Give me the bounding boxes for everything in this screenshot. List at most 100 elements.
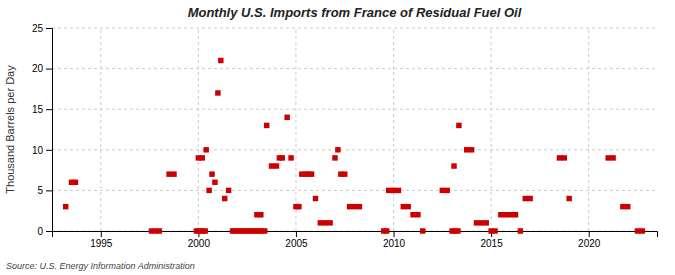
point [405,204,410,209]
point [309,171,314,176]
point [415,212,420,217]
point [444,188,449,193]
point [264,123,269,128]
point [318,220,323,225]
tick-label: 10 [32,145,44,156]
tick-label: 2010 [383,238,406,249]
tick-mark [46,190,52,191]
x-axis: 199520002005201020152020 [53,231,658,249]
point [222,196,227,201]
grid-line-y [52,109,657,110]
point [557,155,562,160]
tick: 20 [32,63,52,74]
point [391,188,396,193]
point [313,196,318,201]
tick-mark [296,231,297,237]
point [420,228,425,233]
point [625,204,630,209]
point [610,155,615,160]
point [455,228,460,233]
point [352,204,357,209]
tick-label: 25 [32,23,44,34]
point [226,188,231,193]
point [523,196,528,201]
point [258,212,263,217]
tick-mark [46,69,52,70]
point [498,212,503,217]
point [73,180,78,185]
point [620,204,625,209]
point [513,212,518,217]
grid [52,28,657,231]
axis-line [53,232,658,238]
y-axis-label: Thousand Barrels per Day [4,65,16,194]
grid-line-y [52,68,657,69]
point [212,180,217,185]
annotation: Source: U.S. Energy Information Administ… [6,261,195,271]
tick-label: 5 [37,185,43,196]
point [635,228,640,233]
grid-line-x [295,28,296,231]
axis-line [46,29,53,232]
point [562,155,567,160]
tick-label: 2020 [578,238,601,249]
tick-mark [46,150,52,151]
point [396,188,401,193]
point [386,188,391,193]
point [218,58,223,63]
point [296,204,301,209]
tick: 10 [32,145,52,156]
tick: 5 [37,185,52,196]
grid-line-y [52,149,657,150]
point [605,155,610,160]
point [451,163,456,168]
tick: 1995 [90,231,113,249]
point [288,155,293,160]
point [479,220,484,225]
point [262,228,267,233]
grid-line-x [393,28,394,231]
point [335,147,340,152]
point [203,147,208,152]
point [357,204,362,209]
point [492,228,497,233]
tick: 2020 [578,231,601,249]
point [284,115,289,120]
point [202,228,207,233]
point [440,188,445,193]
point [566,196,571,201]
tick-label: 0 [37,226,43,237]
tick-label: 20 [32,63,44,74]
tick-label: 1995 [90,238,113,249]
tick-mark [46,28,52,29]
grid-line-x [100,28,101,231]
tick-label: 2015 [480,238,503,249]
point [166,171,171,176]
chart-container: 1995200020052010201520200510152025Monthl… [0,0,675,275]
point [157,228,162,233]
point [508,212,513,217]
grid-line-x [198,28,199,231]
point [469,147,474,152]
point [518,228,523,233]
tick-mark [589,231,590,237]
point [215,90,220,95]
point [483,220,488,225]
points [63,58,645,234]
point [527,196,532,201]
title: Monthly U.S. Imports from France of Resi… [188,5,522,20]
y-axis: 0 5 10 15 20 25 [32,23,53,237]
point [342,171,347,176]
point [456,123,461,128]
point [269,163,274,168]
tick-mark [46,231,52,232]
point [274,163,279,168]
point [503,212,508,217]
point [410,212,415,217]
tick-mark [101,231,102,237]
grid-line-y [52,190,657,191]
point [63,204,68,209]
point [347,204,352,209]
tick-mark [46,109,52,110]
tick: 15 [32,104,52,115]
